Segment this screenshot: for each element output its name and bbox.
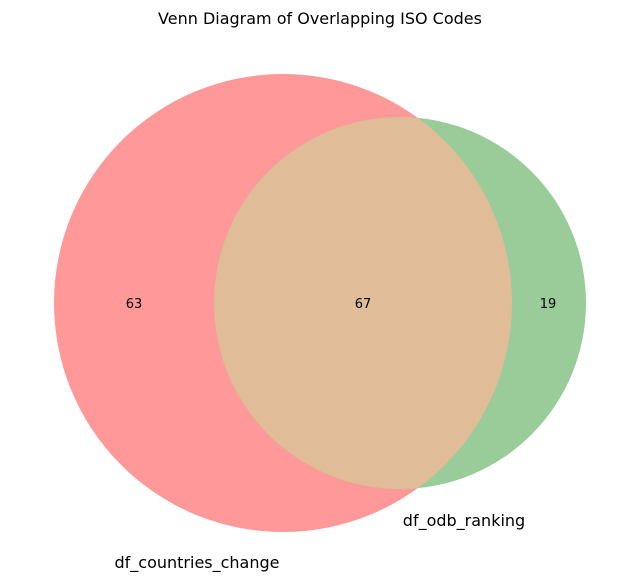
- set-a-label: df_countries_change: [114, 553, 279, 573]
- only-b-count: 19: [540, 297, 557, 312]
- only-a-count: 63: [126, 297, 143, 312]
- diagram-title: Venn Diagram of Overlapping ISO Codes: [158, 9, 482, 28]
- set-b-label: df_odb_ranking: [403, 511, 525, 531]
- intersection-count: 67: [355, 297, 372, 312]
